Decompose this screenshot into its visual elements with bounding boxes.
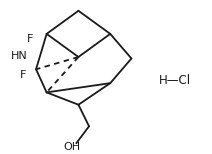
Text: OH: OH [64,142,81,152]
Text: HN: HN [11,51,28,61]
Text: F: F [26,34,33,44]
Text: F: F [20,70,26,80]
Text: H—Cl: H—Cl [159,74,191,87]
